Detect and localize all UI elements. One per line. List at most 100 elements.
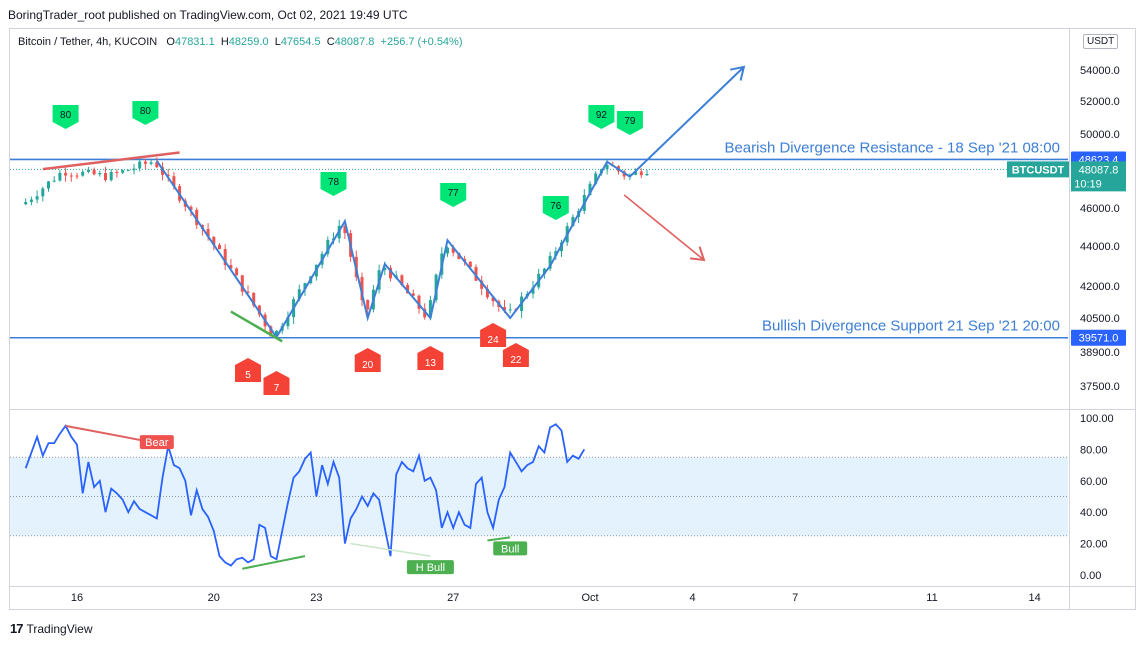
candle-body (138, 161, 142, 169)
support-label: Bullish Divergence Support 21 Sep '21 20… (762, 318, 1060, 335)
up-arrow-head (729, 65, 746, 81)
ohlc-high: H48259.0 (220, 36, 269, 48)
rsi-trough-marker: 20 (354, 348, 381, 372)
marker-label: 92 (596, 110, 608, 121)
candle-body (634, 171, 638, 175)
rsi-tick-label: 0.00 (1080, 570, 1101, 582)
candle-body (86, 169, 90, 172)
candle-body (286, 317, 290, 327)
candle-body (41, 188, 45, 197)
candle-body (645, 173, 649, 176)
candle-body (218, 244, 221, 250)
price-bull-trendline (230, 310, 283, 343)
price-tick-label: 37500.0 (1080, 381, 1120, 393)
candle-body (491, 297, 495, 302)
marker-shape (320, 172, 347, 196)
marker-label: 24 (488, 335, 500, 346)
rsi-peak-marker: 79 (616, 111, 643, 135)
candle-body (428, 300, 432, 318)
candle-body (166, 174, 170, 177)
marker-label: 77 (448, 188, 460, 199)
rsi-trough-marker: 24 (480, 323, 507, 347)
candle-body (58, 172, 62, 181)
time-tick-label: 7 (792, 592, 798, 604)
down-arrow-head (689, 246, 706, 262)
ohlc-change: +256.7 (+0.54%) (380, 36, 463, 48)
candle-body (297, 289, 301, 300)
candle-body (480, 280, 484, 289)
candle-body (252, 292, 256, 306)
price-tick-label: 42000.0 (1080, 281, 1120, 293)
candle-body (109, 172, 113, 181)
rsi-peak-marker: 76 (542, 196, 569, 220)
tradingview-icon: 17 (10, 621, 24, 636)
rsi-trough-marker: 13 (417, 346, 444, 370)
candle-body (115, 172, 119, 174)
tradingview-logo[interactable]: 17 TradingView (10, 621, 93, 636)
symbol-tag (1007, 161, 1069, 178)
symbol-legend: Bitcoin / Tether, 4h, KUCOIN O47831.1 H4… (18, 36, 463, 48)
candle-body (121, 170, 125, 173)
candle-body (588, 183, 592, 196)
tradingview-brand: TradingView (26, 621, 93, 636)
publisher-line: BoringTrader_root published on TradingVi… (8, 8, 408, 22)
candle-body (343, 225, 347, 234)
resistance-label: Bearish Divergence Resistance - 18 Sep '… (724, 139, 1060, 156)
support-price-tag (1071, 329, 1126, 346)
rsi-layer: Bear H Bull Bull (24, 423, 586, 575)
time-tick-label: 4 (690, 592, 696, 604)
candle-body (474, 267, 478, 281)
rsi-line (24, 423, 586, 567)
marker-label: 7 (274, 383, 280, 394)
candle-body (132, 168, 136, 171)
candle-body (303, 283, 307, 290)
rsi-tick-label: 80.00 (1080, 444, 1108, 456)
candle-body (366, 299, 370, 310)
support-price-text: 39571.0 (1079, 333, 1119, 345)
candle-body (383, 267, 387, 271)
rsi-peak-marker: 92 (588, 105, 615, 129)
symbol-title[interactable]: Bitcoin / Tether, 4h, KUCOIN (18, 36, 158, 48)
candle-body (69, 175, 73, 177)
marker-label: 80 (140, 106, 152, 117)
marker-label: 79 (624, 116, 636, 127)
zigzag-line (155, 66, 745, 339)
marker-label: 5 (245, 370, 251, 381)
candle-body (446, 247, 449, 254)
candle-body (75, 175, 79, 177)
candle-body (212, 236, 216, 245)
candle-body (223, 249, 227, 266)
rsi-peak-marker: 77 (440, 183, 467, 207)
candle-body (246, 291, 250, 293)
rsi-divergence-hbull (350, 542, 431, 557)
candle-body (229, 265, 233, 269)
candle-body (639, 171, 643, 176)
rsi-tick-label: 40.00 (1080, 507, 1108, 519)
candle-body (195, 209, 199, 225)
rsi-divergence-badge (406, 560, 454, 575)
candle-body (571, 216, 575, 227)
rsi-trough-marker: 7 (263, 371, 290, 395)
ohlc-open: O47831.1 (166, 36, 215, 48)
time-tick-label: 14 (1028, 592, 1040, 604)
markers-layer: 80 80 78 77 76 92 79 5 7 20 13 24 22 (52, 101, 643, 395)
rsi-trough-marker: 5 (235, 358, 261, 382)
ohlc-low: L47654.5 (274, 36, 321, 48)
time-tick-label: 20 (208, 592, 220, 604)
candle-body (240, 275, 244, 292)
marker-label: 80 (60, 110, 72, 121)
rsi-divergence-label: Bull (501, 543, 519, 555)
price-tick-label: 40500.0 (1080, 313, 1120, 325)
candle-body (406, 284, 410, 294)
marker-shape (588, 105, 615, 129)
marker-shape (52, 105, 79, 129)
candle-body (92, 169, 96, 175)
currency-badge[interactable]: USDT (1083, 34, 1119, 49)
price-tick-label: 44000.0 (1080, 241, 1120, 253)
marker-shape (542, 196, 569, 220)
candle-body (423, 308, 427, 318)
rsi-divergence-bull (487, 536, 511, 542)
candle-body (417, 295, 421, 309)
candle-body (47, 181, 50, 189)
